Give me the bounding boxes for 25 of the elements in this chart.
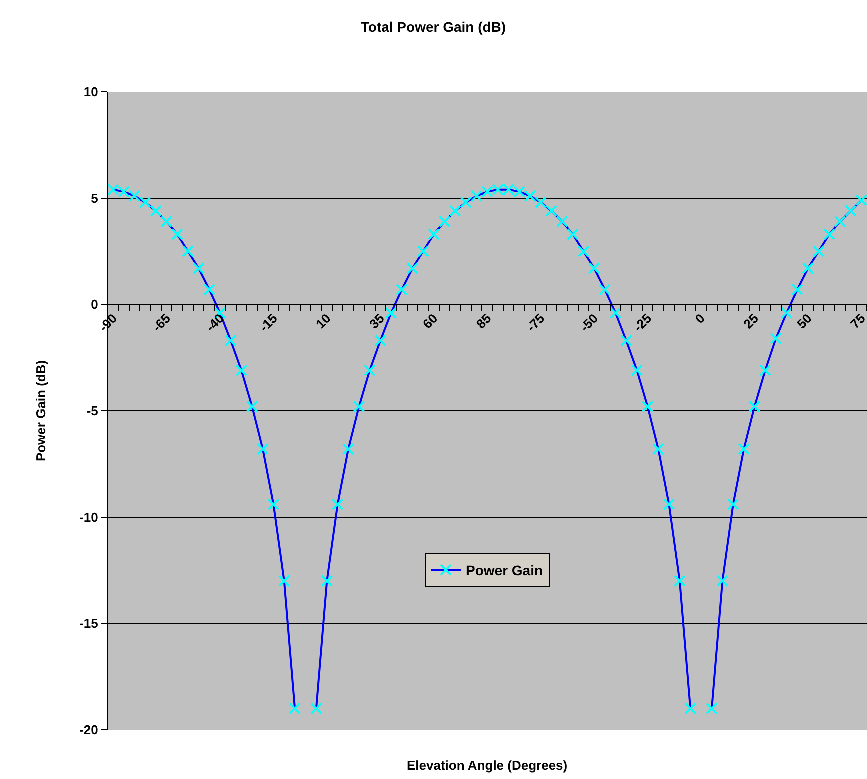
x-tick-label: 25 xyxy=(740,310,762,332)
y-tick-label: 10 xyxy=(84,84,98,100)
x-tick-label: -65 xyxy=(150,310,174,335)
x-tick-label: -25 xyxy=(630,310,655,335)
y-axis-title: Power Gain (dB) xyxy=(34,360,49,462)
x-tick-label: 10 xyxy=(313,310,334,332)
x-tick-label: 50 xyxy=(794,310,815,332)
y-tick-label: -20 xyxy=(80,722,98,738)
x-tick-label: 0 xyxy=(692,310,708,327)
x-tick-label: 85 xyxy=(473,310,494,332)
y-tick-label: -10 xyxy=(80,510,98,525)
x-tick-label: -50 xyxy=(577,310,602,335)
x-tick-label: -40 xyxy=(203,310,227,335)
y-tick-label: 5 xyxy=(91,190,98,206)
y-tick-label: -15 xyxy=(80,616,98,632)
y-tick-label: 0 xyxy=(91,297,98,312)
legend-label: Power Gain xyxy=(466,562,544,579)
x-tick-label: -75 xyxy=(524,310,548,335)
chart-title: Total Power Gain (dB) xyxy=(360,19,506,36)
x-tick-label: 75 xyxy=(848,310,867,332)
x-tick-label: 35 xyxy=(366,310,388,332)
x-tick-label: -15 xyxy=(256,310,280,335)
x-tick-label: 60 xyxy=(420,310,441,332)
y-tick-label: -5 xyxy=(86,404,98,419)
x-axis-title: Elevation Angle (Degrees) xyxy=(407,758,568,773)
